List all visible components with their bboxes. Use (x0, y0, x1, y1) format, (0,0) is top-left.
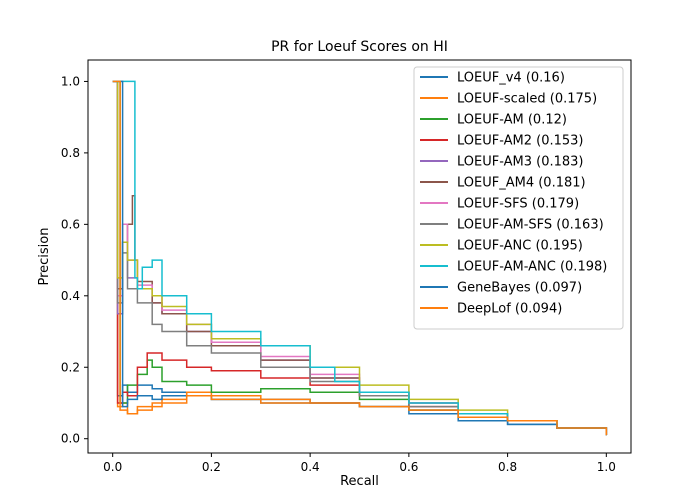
x-tick-label: 0.0 (103, 460, 122, 474)
series-lines (112, 80, 608, 436)
y-axis-label: Precision (37, 227, 52, 285)
series-line-11 (112, 80, 608, 436)
legend-label-1: LOEUF-scaled (0.175) (457, 92, 597, 107)
x-tick-label: 1.0 (597, 460, 616, 474)
legend-label-9: LOEUF-AM-ANC (0.198) (457, 260, 607, 275)
series-line-9 (112, 80, 608, 436)
y-tick-label: 0.4 (61, 289, 80, 303)
plot-frame (87, 59, 632, 454)
series-line-8 (112, 80, 608, 436)
legend-label-10: GeneBayes (0.097) (457, 281, 582, 296)
x-ticks: 0.0 0.2 0.4 0.6 0.8 1.0 (103, 453, 616, 474)
legend-label-0: LOEUF_v4 (0.16) (457, 71, 565, 86)
x-tick-label: 0.6 (399, 460, 418, 474)
y-tick-label: 0.6 (61, 217, 80, 231)
y-tick-label: 0.8 (61, 146, 80, 160)
x-axis-label: Recall (340, 474, 379, 489)
legend-label-2: LOEUF-AM (0.12) (457, 113, 567, 128)
x-tick-label: 0.8 (498, 460, 517, 474)
legend-box (413, 66, 624, 330)
x-tick-label: 0.4 (301, 460, 320, 474)
legend-label-11: DeepLof (0.094) (457, 302, 562, 317)
y-tick-label: 0.2 (61, 360, 80, 374)
legend-label-5: LOEUF_AM4 (0.181) (457, 176, 586, 191)
legend-label-8: LOEUF-ANC (0.195) (457, 239, 583, 254)
x-tick-label: 0.2 (202, 460, 221, 474)
chart-title: PR for Loeuf Scores on HI (271, 39, 448, 55)
legend-label-7: LOEUF-AM-SFS (0.163) (457, 218, 604, 233)
legend-label-4: LOEUF-AM3 (0.183) (457, 155, 584, 170)
y-ticks: 0.0 0.2 0.4 0.6 0.8 1.0 (61, 74, 88, 446)
legend-label-3: LOEUF-AM2 (0.153) (457, 134, 584, 149)
legend: LOEUF_v4 (0.16) LOEUF-scaled (0.175) LOEUF… (413, 66, 624, 330)
legend-label-6: LOEUF-SFS (0.179) (457, 197, 579, 212)
y-tick-label: 0.0 (61, 432, 80, 446)
y-tick-label: 1.0 (61, 74, 80, 88)
